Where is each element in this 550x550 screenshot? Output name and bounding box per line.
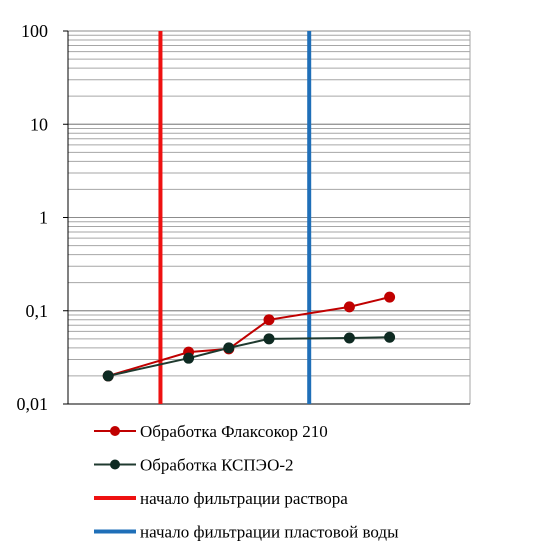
y-tick-label: 0,1 (26, 301, 49, 321)
legend-marker (110, 459, 120, 470)
y-tick-marks (63, 30, 68, 405)
series-line (107, 336, 390, 377)
y-tick-labels: 0,01 0,1 1 10 100 (17, 21, 49, 414)
series-line (107, 296, 390, 377)
data-point (102, 370, 114, 382)
data-point (384, 331, 396, 343)
data-point (263, 314, 275, 326)
data-point (384, 291, 396, 303)
y-tick-label: 10 (30, 114, 48, 134)
data-point (183, 352, 195, 364)
vertical-marker-lines (158, 31, 312, 404)
legend-label: начало фильтрации пластовой воды (140, 523, 399, 542)
legend-label: Обработка Флаксокор 210 (140, 422, 328, 441)
y-tick-label: 1 (39, 208, 48, 228)
legend-marker (110, 426, 120, 436)
legend-label: Обработка КСПЭО-2 (140, 456, 294, 475)
series-group (102, 291, 396, 382)
data-point (223, 342, 235, 354)
legend: Обработка Флаксокор 210 Обработка КСПЭО-2… (94, 422, 399, 542)
legend-label: начало фильтрации раствора (140, 489, 348, 508)
data-point (343, 301, 355, 313)
data-point (343, 332, 355, 344)
y-tick-label: 0,01 (17, 394, 49, 414)
grid-lines (68, 30, 471, 405)
y-tick-label: 100 (21, 21, 48, 41)
data-point (263, 333, 275, 345)
